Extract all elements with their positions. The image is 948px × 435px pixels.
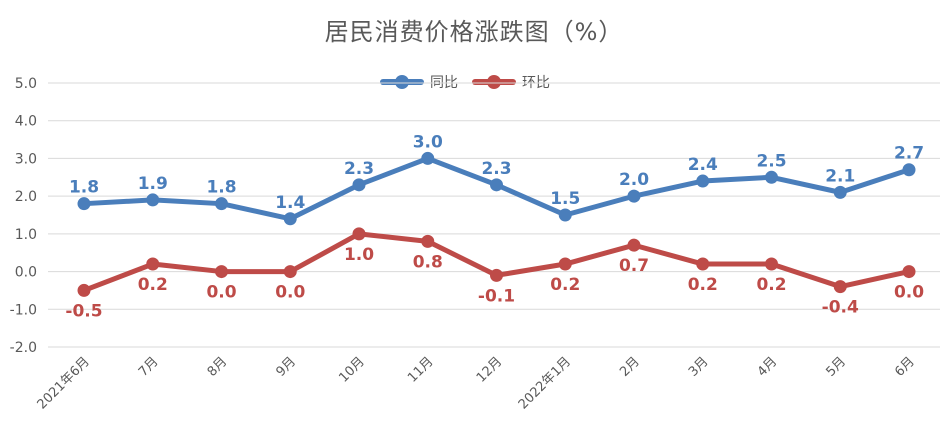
data-point [627,238,641,252]
x-tick-label: 11月 [405,354,436,385]
x-tick-label: 6月 [892,354,918,380]
data-point [833,185,847,199]
data-point [77,283,91,297]
data-point [696,174,710,188]
x-tick-label: 3月 [686,354,712,380]
y-tick-label: -2.0 [10,340,37,356]
data-point [352,178,366,192]
chart-title: 居民消费价格涨跌图（%） [324,18,624,46]
data-label: -0.1 [478,286,515,306]
data-point [77,197,91,211]
data-label: 2.3 [481,159,511,179]
data-label: 1.8 [206,178,236,198]
data-label: 3.0 [413,132,443,152]
data-label: 2.0 [619,170,649,190]
data-label: 0.2 [688,275,718,295]
data-label: -0.5 [65,301,102,321]
data-point [558,257,572,271]
y-tick-label: 1.0 [15,227,37,243]
data-label: 1.4 [275,193,305,213]
data-point [421,151,435,165]
data-point [902,265,916,279]
data-label: 0.2 [756,275,786,295]
x-tick-label: 12月 [474,354,505,385]
data-label: 1.8 [69,178,99,198]
data-label: 0.0 [206,283,236,303]
legend-swatch-yoy [380,75,424,89]
data-point [215,197,228,211]
x-tick-label: 2022年1月 [516,354,574,412]
y-tick-label: 0.0 [15,265,37,281]
x-tick-label: 10月 [336,354,367,385]
data-point [146,193,160,207]
data-point [627,189,641,203]
data-point [146,257,160,271]
data-label: 0.7 [619,256,649,276]
data-point [558,208,572,222]
x-tick-label: 8月 [205,354,231,380]
data-point [696,257,710,271]
data-point [283,265,297,279]
data-label: -0.4 [822,298,859,318]
data-point [490,268,503,282]
data-point [902,163,916,177]
data-label: 0.0 [275,283,305,303]
data-label: 2.4 [688,155,718,175]
y-tick-label: 5.0 [15,76,37,92]
data-label: 0.2 [138,275,168,295]
data-label: 2.3 [344,159,374,179]
x-tick-label: 2月 [617,354,643,380]
data-point [421,234,435,248]
data-point [765,170,778,184]
y-tick-label: 2.0 [15,189,37,205]
data-label: 1.9 [138,174,168,194]
x-tick-label: 4月 [755,354,781,380]
data-point [215,265,228,279]
data-point [833,280,847,294]
data-point [352,227,366,241]
data-label: 0.8 [413,252,443,272]
x-tick-label: 5月 [823,354,849,380]
legend-swatch-mom [472,75,516,89]
data-label: 1.0 [344,245,374,265]
data-label: 0.2 [550,275,580,295]
data-point [283,212,297,226]
data-label: 2.1 [825,166,855,186]
data-label: 2.7 [894,144,924,164]
data-point [490,178,503,192]
y-tick-label: -1.0 [10,302,37,318]
x-tick-label: 2021年6月 [35,354,93,412]
data-label: 0.0 [894,283,924,303]
y-tick-label: 4.0 [15,114,37,130]
data-label: 2.5 [756,151,786,171]
x-tick-label: 9月 [273,354,299,380]
data-label: 1.5 [550,189,580,209]
y-tick-label: 3.0 [15,151,37,167]
data-point [765,257,778,271]
x-tick-label: 7月 [136,354,162,380]
